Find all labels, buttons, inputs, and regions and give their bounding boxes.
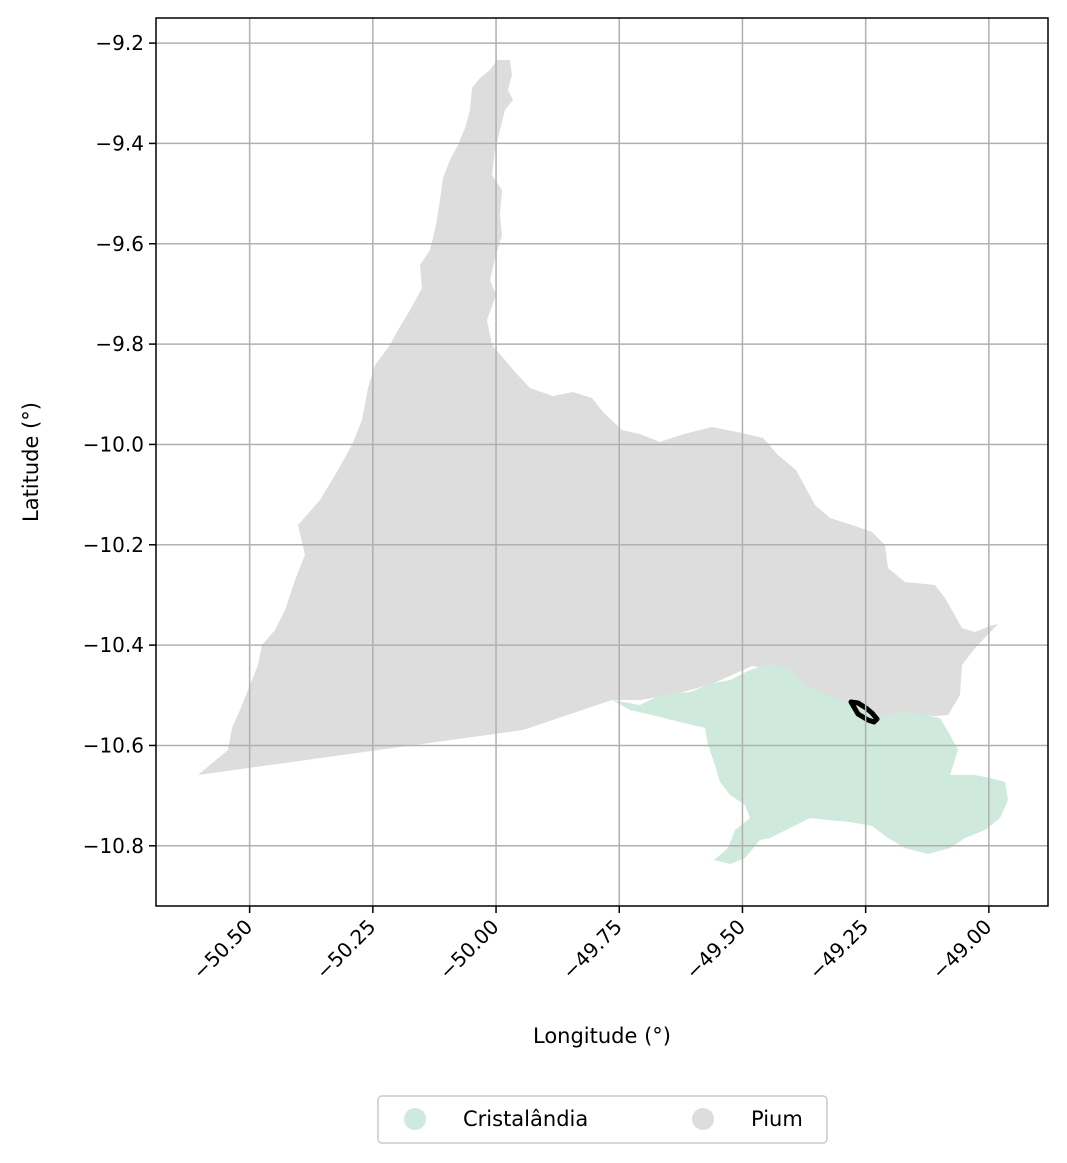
- legend-marker-pium: [692, 1108, 714, 1130]
- x-tick-label: −50.00: [434, 915, 503, 984]
- legend-label-pium: Pium: [751, 1107, 803, 1131]
- x-axis-label: Longitude (°): [533, 1024, 671, 1048]
- legend-marker-cristalandia: [404, 1108, 426, 1130]
- y-tick-label: −10.6: [83, 733, 144, 757]
- legend-label-cristalandia: Cristalândia: [463, 1107, 588, 1131]
- y-tick-label: −9.6: [95, 232, 144, 256]
- gridlines: [156, 18, 1048, 906]
- x-axis: −50.50 −50.25 −50.00 −49.75 −49.50 −49.25 −49.…: [188, 906, 996, 984]
- legend-box: [377, 1095, 828, 1144]
- x-tick-label: −49.25: [804, 915, 873, 984]
- legend: Cristalândia Pium: [377, 1095, 828, 1144]
- y-tick-label: −10.4: [83, 633, 144, 657]
- y-tick-label: −10.2: [83, 533, 144, 557]
- y-tick-label: −10.8: [83, 834, 144, 858]
- x-tick-label: −50.50: [188, 915, 257, 984]
- y-tick-label: −9.8: [95, 332, 144, 356]
- y-axis-label: Latitude (°): [19, 402, 43, 522]
- y-tick-label: −10.0: [83, 432, 144, 456]
- y-axis: −9.2 −9.4 −9.6 −9.8 −10.0 −10.2 −10.4 −10.6 −10.…: [83, 31, 156, 858]
- pium-region: [198, 60, 998, 775]
- x-tick-label: −49.00: [927, 915, 996, 984]
- highlighted-area-outline: [848, 699, 880, 725]
- x-tick-label: −50.25: [311, 915, 380, 984]
- x-tick-label: −49.50: [681, 915, 750, 984]
- axes-frame: [155, 17, 1049, 907]
- y-tick-label: −9.4: [95, 131, 144, 155]
- x-tick-label: −49.75: [557, 915, 626, 984]
- y-tick-label: −9.2: [95, 31, 144, 55]
- cristalandia-region: [612, 664, 1008, 864]
